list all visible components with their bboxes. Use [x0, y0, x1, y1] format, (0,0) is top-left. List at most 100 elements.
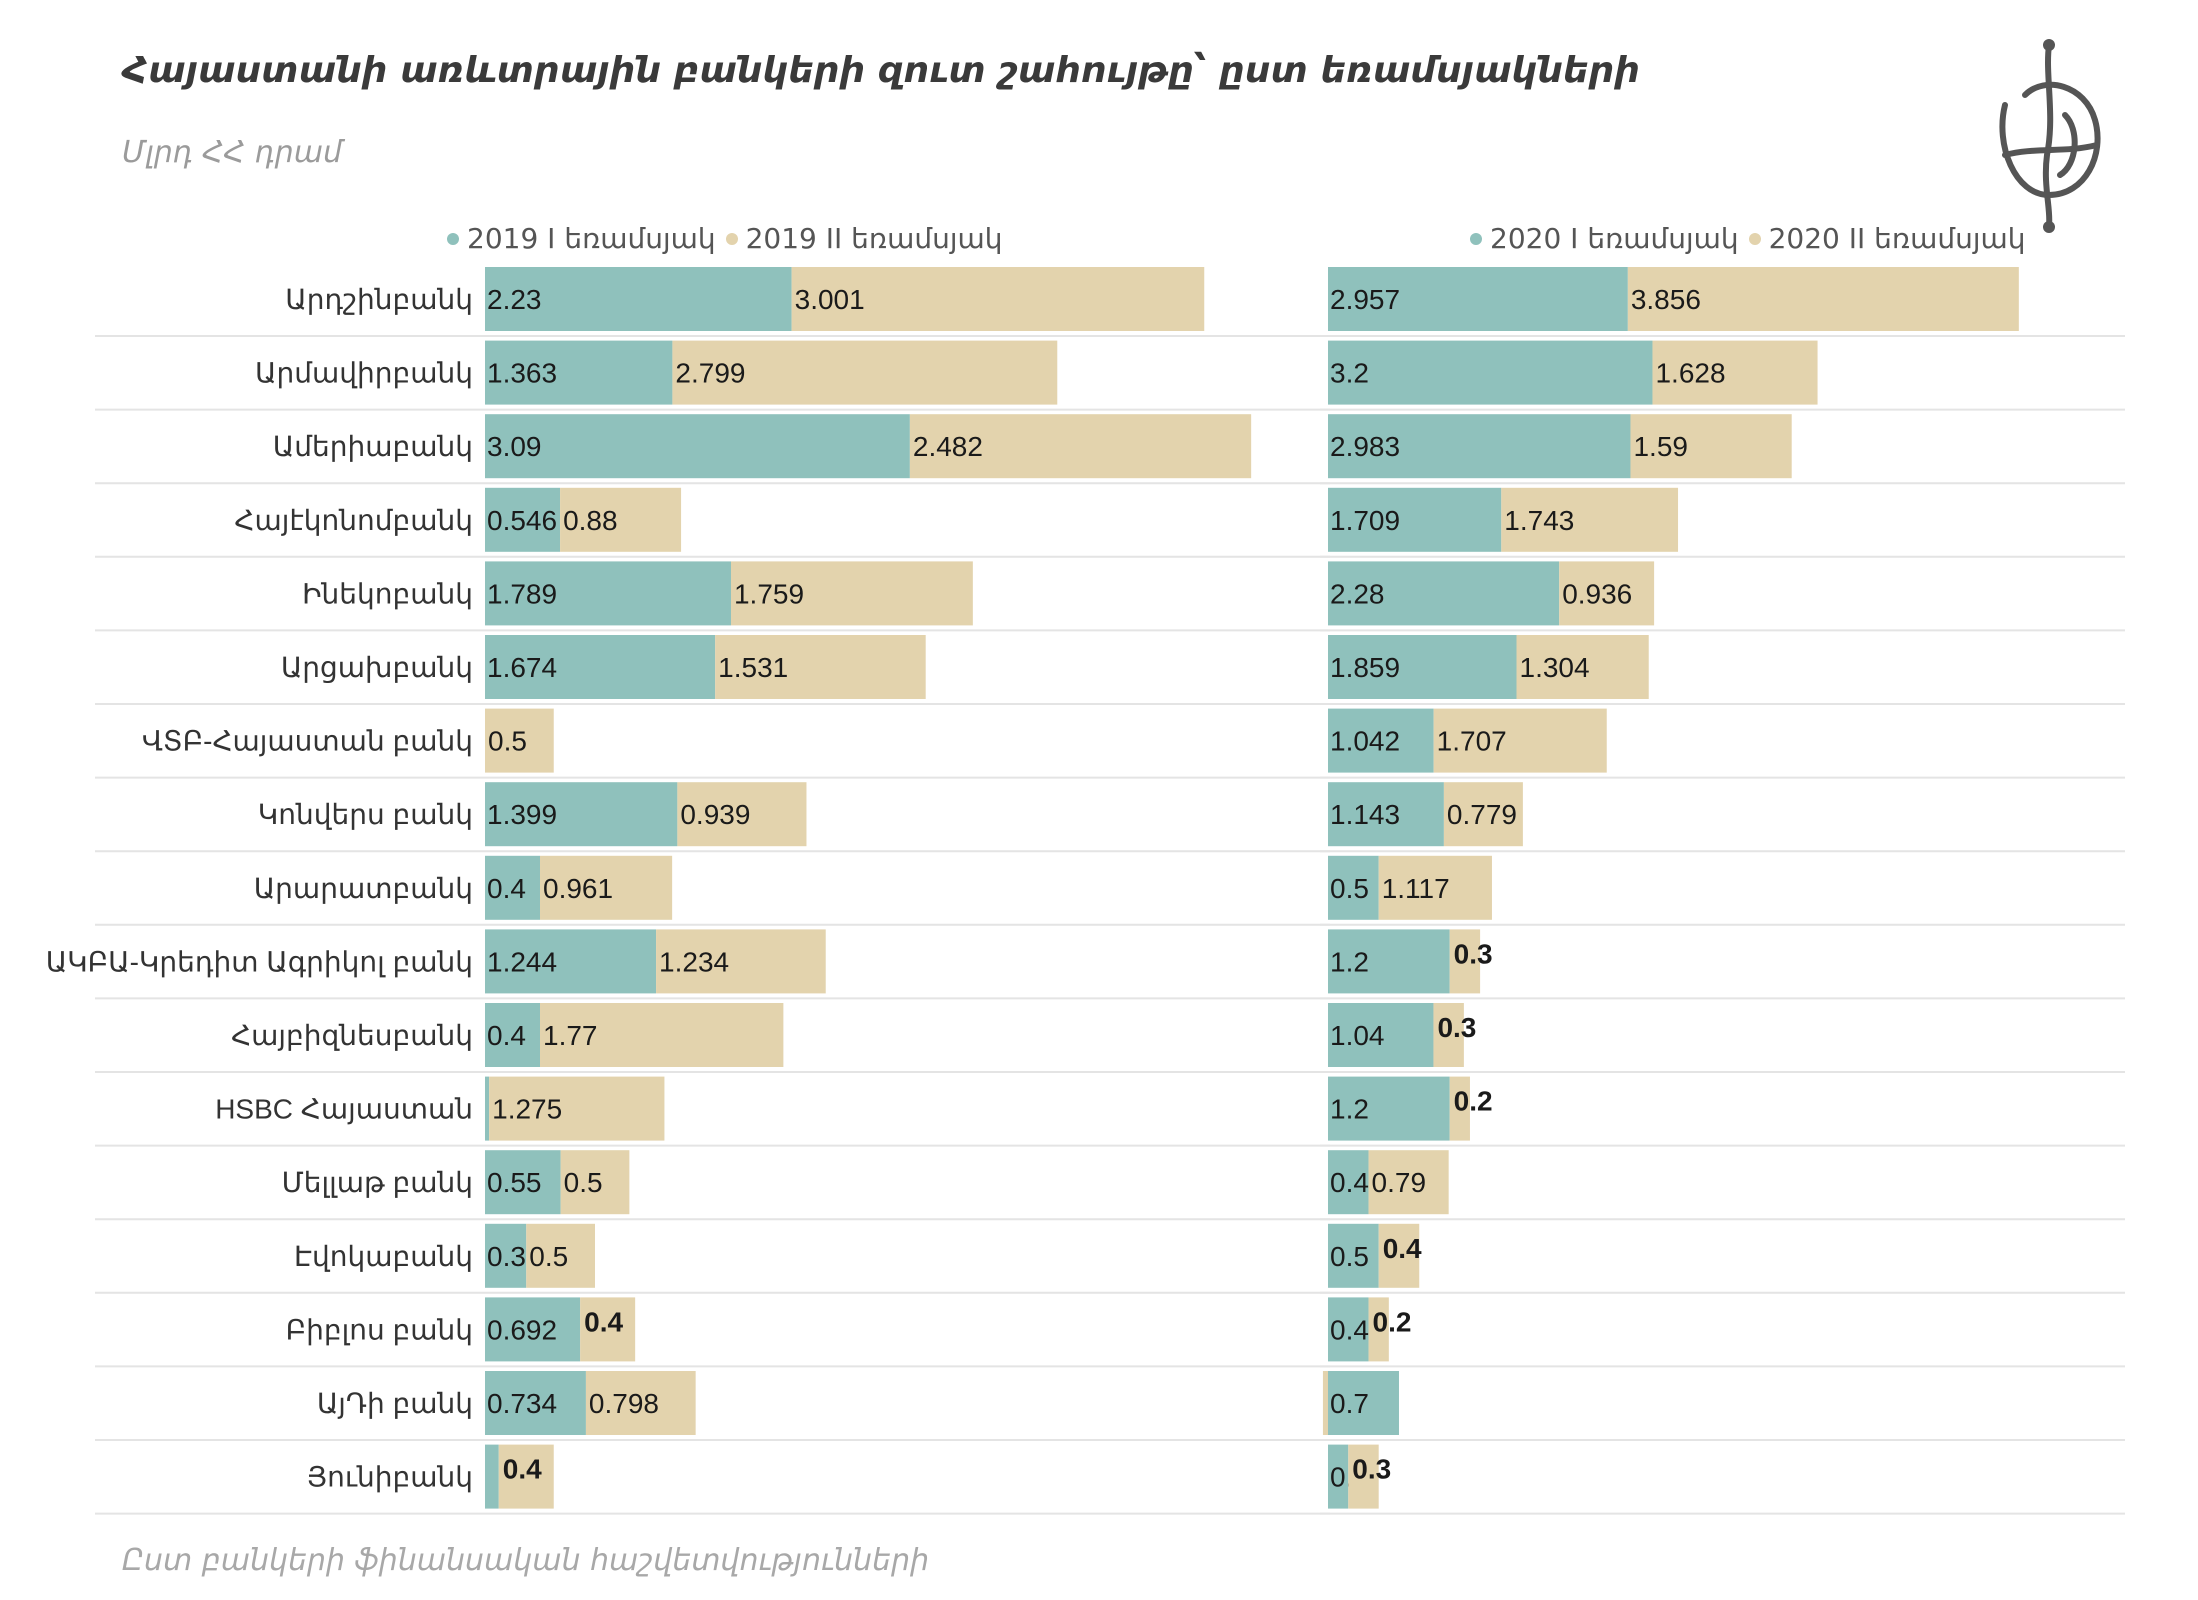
legend-label: 2019 I եռամսյակ	[467, 222, 716, 255]
category-label: Արդշինբանկ	[285, 284, 473, 315]
data-label: 0.939	[680, 799, 750, 830]
data-label: 0.936	[1562, 578, 1632, 609]
bar-segment-q2	[1378, 1223, 1420, 1288]
category-label: Մելլաթ բանկ	[282, 1167, 473, 1198]
data-label: 2.482	[913, 431, 983, 462]
bar-segment-q2	[791, 267, 1205, 331]
bar-segment-q1	[1328, 782, 1444, 847]
data-label: 1.531	[718, 652, 788, 683]
bar-segment-q1	[1328, 855, 1379, 920]
data-label: 1.709	[1330, 505, 1400, 536]
bar-segment-q1	[485, 1371, 586, 1435]
bar-segment-q2	[1449, 929, 1481, 994]
bar-segment-q1	[485, 487, 561, 552]
bar-segment-q2	[909, 414, 1252, 479]
bar-segment-q2	[540, 1003, 784, 1067]
bar-segment-q2	[1433, 1003, 1464, 1067]
legend-swatch-q1	[1470, 232, 1482, 245]
bar-segment-q1	[1328, 929, 1450, 994]
legend-item: 2019 I եռամսյակ	[447, 222, 716, 255]
data-label: 3.2	[1330, 358, 1369, 389]
data-label: 0.5	[564, 1167, 603, 1198]
data-label: 0.4	[503, 1454, 542, 1485]
bar-segment-q1	[485, 414, 910, 479]
bar-segment-q1	[485, 855, 540, 920]
bar-segment-q2	[1501, 487, 1679, 552]
chart-title: Հայաստանի առևտրային բանկերի զուտ շահույթ…	[122, 50, 1640, 91]
data-label: 0.798	[589, 1388, 659, 1419]
bar-segment-q1	[485, 1003, 540, 1067]
bar-segment-q1	[485, 1297, 581, 1362]
bar-segment-q1	[1328, 708, 1434, 773]
data-label: 2.23	[487, 284, 542, 315]
bar-segment-q1	[485, 267, 792, 331]
bar-segment-q2	[1433, 708, 1607, 773]
bar-segment-q2	[677, 782, 807, 847]
bar-segment-q2	[560, 487, 682, 552]
category-label: ԱԿԲԱ-Կրեդիտ Ագրիկոլ բանկ	[46, 946, 473, 977]
data-label: 1.2	[1330, 1094, 1369, 1125]
data-label: 0.79	[1372, 1167, 1427, 1198]
category-label: ԱյԴի բանկ	[317, 1388, 473, 1419]
data-label: 2.799	[675, 358, 745, 389]
bar-segment-q1	[485, 1150, 561, 1215]
legend-item: 2019 II եռամսյակ	[725, 222, 1003, 255]
data-label: 1.117	[1382, 873, 1450, 904]
bar-segment-q2	[672, 340, 1058, 405]
category-label: Հայբիզնեսբանկ	[231, 1020, 473, 1051]
data-label: 1.743	[1504, 505, 1574, 536]
bar-segment-q2	[1627, 267, 2019, 331]
data-label: 1.244	[487, 946, 557, 977]
bar-segment-q2	[540, 855, 673, 920]
legend-item: 2020 II եռամսյակ	[1748, 222, 2025, 255]
category-label: Էվոկաբանկ	[294, 1241, 473, 1272]
data-label: 0.5	[488, 726, 527, 757]
bar-segment-q2	[1368, 1297, 1389, 1362]
legend-swatch-q2	[1748, 232, 1761, 245]
data-label: 1.759	[734, 578, 804, 609]
bar-segment-q1	[1328, 340, 1653, 405]
data-label: 0.2	[1373, 1306, 1412, 1337]
legend-swatch-q1	[447, 232, 459, 245]
data-label: 3.001	[795, 284, 865, 315]
category-label: HSBC Հայաստան	[215, 1094, 473, 1125]
category-label: Արարատբանկ	[254, 873, 473, 904]
data-label: 2.983	[1330, 431, 1400, 462]
bar-segment-q2	[526, 1223, 595, 1288]
data-label: 1.363	[487, 358, 557, 389]
bar-segment-q1	[485, 1223, 527, 1288]
data-label: 0.2	[1454, 1086, 1493, 1117]
legend-label: 2019 II եռամսյակ	[745, 222, 1003, 255]
bar-segment-q2	[1449, 1076, 1470, 1141]
bar-segment-q2	[1652, 340, 1818, 405]
data-label: 0.3	[1454, 938, 1493, 969]
bar-segment-q1	[1328, 1223, 1379, 1288]
data-label: 0.961	[543, 873, 613, 904]
bar-segment-q1	[1328, 1003, 1434, 1067]
bar-segment-q1	[485, 929, 657, 994]
bar-segment-q2	[489, 1076, 665, 1141]
bar-segment-q1	[485, 782, 678, 847]
bar-segment-q1	[1328, 487, 1502, 552]
data-label: 0.7	[1330, 1388, 1369, 1419]
data-label: 0.5	[1330, 873, 1369, 904]
bar-segment-q1	[1328, 414, 1631, 479]
data-label: 1.042	[1330, 726, 1400, 757]
data-label: 1.234	[659, 946, 729, 977]
data-label: 0.88	[563, 505, 618, 536]
data-label: 0.3	[1437, 1012, 1476, 1043]
data-label: 1.2	[1330, 946, 1369, 977]
source-note: Ըստ բանկերի ֆինանսական հաշվետվություններ…	[122, 1543, 930, 1578]
bar-segment-q1	[485, 340, 673, 405]
bar-segment-q2	[1348, 1444, 1379, 1509]
bar-segment-q1	[1328, 1076, 1450, 1141]
data-label: 1.77	[543, 1020, 598, 1051]
bar-segment-q1	[1328, 267, 1628, 331]
bar-segment-q2	[730, 561, 973, 626]
bar-segment-q2	[585, 1371, 696, 1435]
logo-icon	[1985, 35, 2115, 239]
bar-segment-q2	[715, 635, 926, 699]
data-label: 0.4	[487, 873, 526, 904]
data-label: 0.4	[584, 1306, 623, 1337]
